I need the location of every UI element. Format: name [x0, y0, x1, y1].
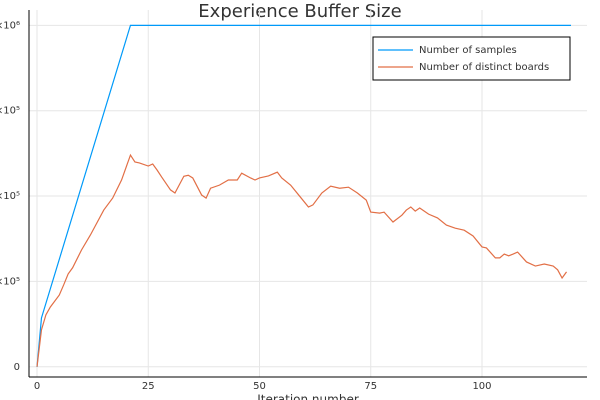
x-tick-label: 100 [472, 381, 491, 392]
y-tick-label: 5.0×10⁵ [0, 191, 20, 202]
y-tick-label: 2.5×10⁵ [0, 276, 20, 287]
y-tick-label: 0 [14, 362, 20, 373]
y-tick-label: 7.5×10⁵ [0, 106, 20, 117]
legend-box [372, 36, 571, 81]
x-tick-label: 50 [253, 381, 266, 392]
x-axis-label: Iteration number [257, 393, 359, 400]
x-tick-label: 0 [34, 381, 40, 392]
y-tick-label: 1.0×10⁶ [0, 20, 20, 31]
chart-title: Experience Buffer Size [198, 1, 401, 22]
legend-label: Number of samples [419, 45, 517, 56]
x-tick-label: 25 [142, 381, 155, 392]
legend-label: Number of distinct boards [419, 62, 549, 73]
x-tick-label: 75 [364, 381, 377, 392]
series-line [36, 153, 568, 367]
series-line [36, 24, 571, 367]
